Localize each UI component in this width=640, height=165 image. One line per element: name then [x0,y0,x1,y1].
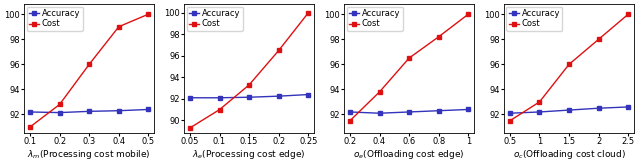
X-axis label: $\lambda_e$(Processing cost edge): $\lambda_e$(Processing cost edge) [193,148,306,161]
X-axis label: $o_c$(Offloading cost cloud): $o_c$(Offloading cost cloud) [513,148,625,161]
Legend: Accuracy, Cost: Accuracy, Cost [506,7,563,31]
X-axis label: $o_e$(Offloading cost edge): $o_e$(Offloading cost edge) [353,148,465,161]
Legend: Accuracy, Cost: Accuracy, Cost [27,7,83,31]
Legend: Accuracy, Cost: Accuracy, Cost [186,7,243,31]
X-axis label: $\lambda_m$(Processing cost mobile): $\lambda_m$(Processing cost mobile) [28,148,151,161]
Legend: Accuracy, Cost: Accuracy, Cost [346,7,403,31]
